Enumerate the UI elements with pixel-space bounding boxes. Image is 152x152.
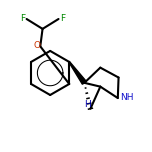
Text: O: O <box>33 41 40 50</box>
Text: F: F <box>20 14 25 23</box>
Text: F: F <box>60 14 66 23</box>
Polygon shape <box>69 62 86 84</box>
Text: H: H <box>84 100 91 109</box>
Text: NH: NH <box>121 93 134 102</box>
